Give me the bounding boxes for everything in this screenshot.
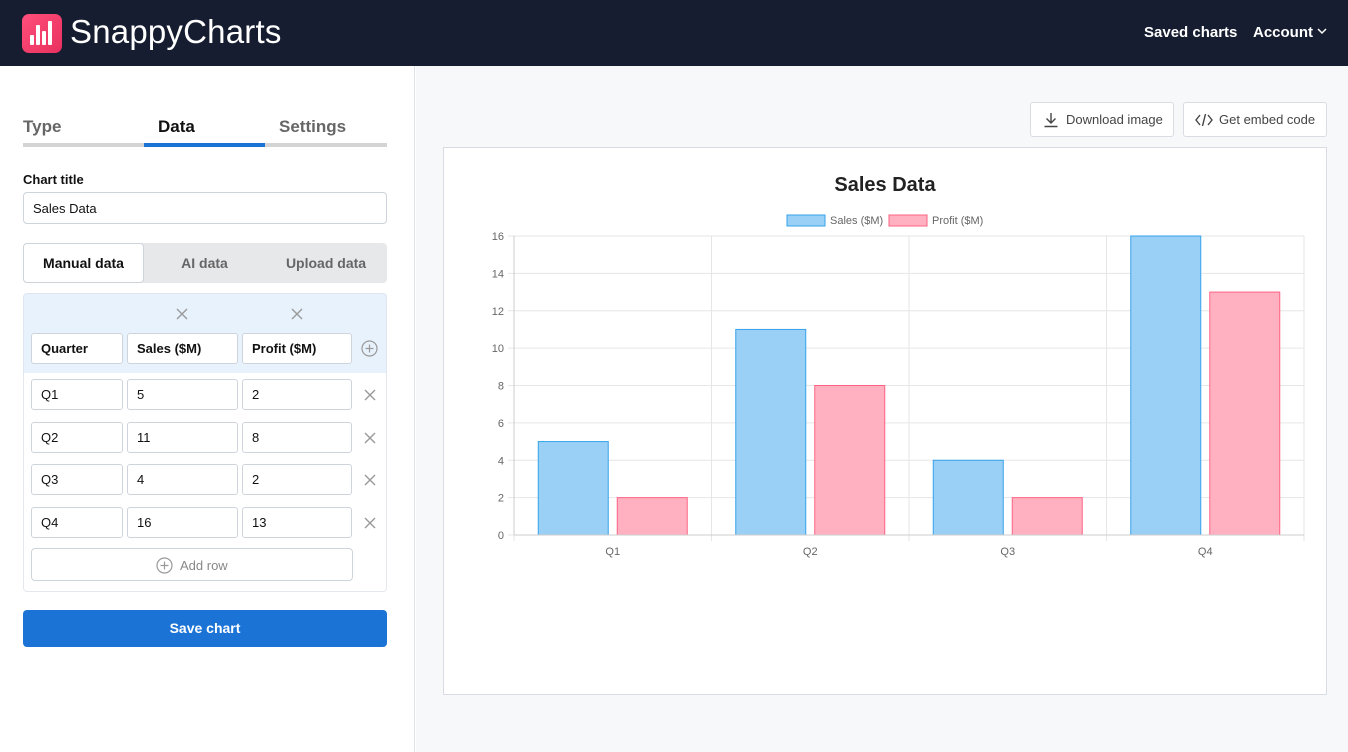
- table-cell[interactable]: Q2: [31, 422, 123, 453]
- chart-title-input[interactable]: [23, 192, 387, 224]
- chevron-down-icon[interactable]: [1317, 27, 1327, 35]
- legend-label: Sales ($M): [830, 215, 883, 227]
- plus-circle-icon: [156, 557, 173, 574]
- header-cell-quarter[interactable]: Quarter: [31, 333, 123, 364]
- download-image-button[interactable]: Download image: [1030, 102, 1174, 137]
- y-tick-label: 4: [498, 455, 504, 467]
- tab-settings[interactable]: Settings: [279, 117, 347, 136]
- table-cell[interactable]: 16: [127, 507, 238, 538]
- x-tick-label: Q3: [1000, 546, 1015, 558]
- top-bar: SnappyCharts Saved charts Account: [0, 0, 1348, 66]
- bar-profit: [814, 385, 886, 536]
- upload-data-button[interactable]: Upload data: [285, 255, 367, 271]
- bar-profit: [1011, 497, 1083, 536]
- x-tick-label: Q1: [605, 546, 620, 558]
- table-cell[interactable]: 5: [127, 379, 238, 410]
- bar-sales: [537, 441, 609, 536]
- save-chart-button[interactable]: Save chart: [23, 610, 387, 647]
- bar-profit: [616, 497, 688, 536]
- tab-underline: [23, 143, 144, 147]
- saved-charts-link[interactable]: Saved charts: [1144, 24, 1238, 41]
- x-tick-label: Q4: [1198, 546, 1213, 558]
- tab-type[interactable]: Type: [23, 117, 62, 136]
- download-icon: [1044, 113, 1058, 128]
- bar-chart: Sales Data Sales ($M) Profit ($M) 0 2 4 6 8 10 12…: [492, 174, 1305, 558]
- y-tick-label: 16: [492, 231, 504, 243]
- table-cell[interactable]: 13: [242, 507, 352, 538]
- chart-title-label: Chart title: [23, 172, 84, 187]
- code-icon: [1195, 113, 1213, 127]
- y-tick-label: 0: [498, 530, 504, 542]
- table-cell[interactable]: 4: [127, 464, 238, 495]
- y-tick-label: 8: [498, 381, 504, 393]
- y-tick-label: 12: [492, 306, 504, 318]
- y-tick-label: 10: [492, 343, 504, 355]
- remove-column-icon[interactable]: [175, 307, 189, 321]
- bar-sales: [1130, 235, 1202, 536]
- remove-column-icon[interactable]: [290, 307, 304, 321]
- bar-sales: [735, 328, 807, 536]
- chart-card: Sales Data Sales ($M) Profit ($M) 0 2 4 6 8 10 12…: [443, 147, 1327, 695]
- remove-row-icon[interactable]: [363, 516, 377, 530]
- table-cell[interactable]: 11: [127, 422, 238, 453]
- x-tick-label: Q2: [803, 546, 818, 558]
- add-row-button[interactable]: Add row: [31, 548, 353, 581]
- remove-row-icon[interactable]: [363, 388, 377, 402]
- add-row-label: Add row: [180, 558, 228, 573]
- legend-swatch: [786, 214, 826, 227]
- embed-code-button[interactable]: Get embed code: [1183, 102, 1327, 137]
- table-cell[interactable]: Q1: [31, 379, 123, 410]
- table-cell[interactable]: Q3: [31, 464, 123, 495]
- tab-underline: [265, 143, 387, 147]
- logo-icon[interactable]: [22, 14, 62, 53]
- remove-row-icon[interactable]: [363, 431, 377, 445]
- table-cell[interactable]: Q4: [31, 507, 123, 538]
- y-tick-label: 14: [492, 268, 504, 280]
- data-mode-switch: Manual data AI data Upload data: [23, 243, 387, 283]
- download-label: Download image: [1066, 112, 1163, 127]
- tab-underline-active: [144, 143, 265, 147]
- account-menu[interactable]: Account: [1253, 24, 1313, 41]
- y-tick-label: 6: [498, 418, 504, 430]
- data-table-body: [23, 373, 387, 592]
- header-cell-profit[interactable]: Profit ($M): [242, 333, 352, 364]
- legend-swatch: [888, 214, 928, 227]
- table-cell[interactable]: 2: [242, 379, 352, 410]
- y-tick-label: 2: [498, 493, 504, 505]
- manual-data-button[interactable]: Manual data: [23, 243, 144, 283]
- bar-sales: [932, 459, 1004, 536]
- brand-name[interactable]: SnappyCharts: [70, 13, 282, 50]
- embed-label: Get embed code: [1219, 112, 1316, 127]
- remove-row-icon[interactable]: [363, 473, 377, 487]
- header-cell-sales[interactable]: Sales ($M): [127, 333, 238, 364]
- add-column-icon[interactable]: [361, 340, 378, 357]
- ai-data-button[interactable]: AI data: [181, 255, 228, 271]
- tab-data[interactable]: Data: [158, 117, 195, 136]
- table-cell[interactable]: 2: [242, 464, 352, 495]
- legend-label: Profit ($M): [932, 215, 983, 227]
- chart-title: Sales Data: [834, 174, 936, 196]
- table-cell[interactable]: 8: [242, 422, 352, 453]
- bar-profit: [1209, 291, 1281, 536]
